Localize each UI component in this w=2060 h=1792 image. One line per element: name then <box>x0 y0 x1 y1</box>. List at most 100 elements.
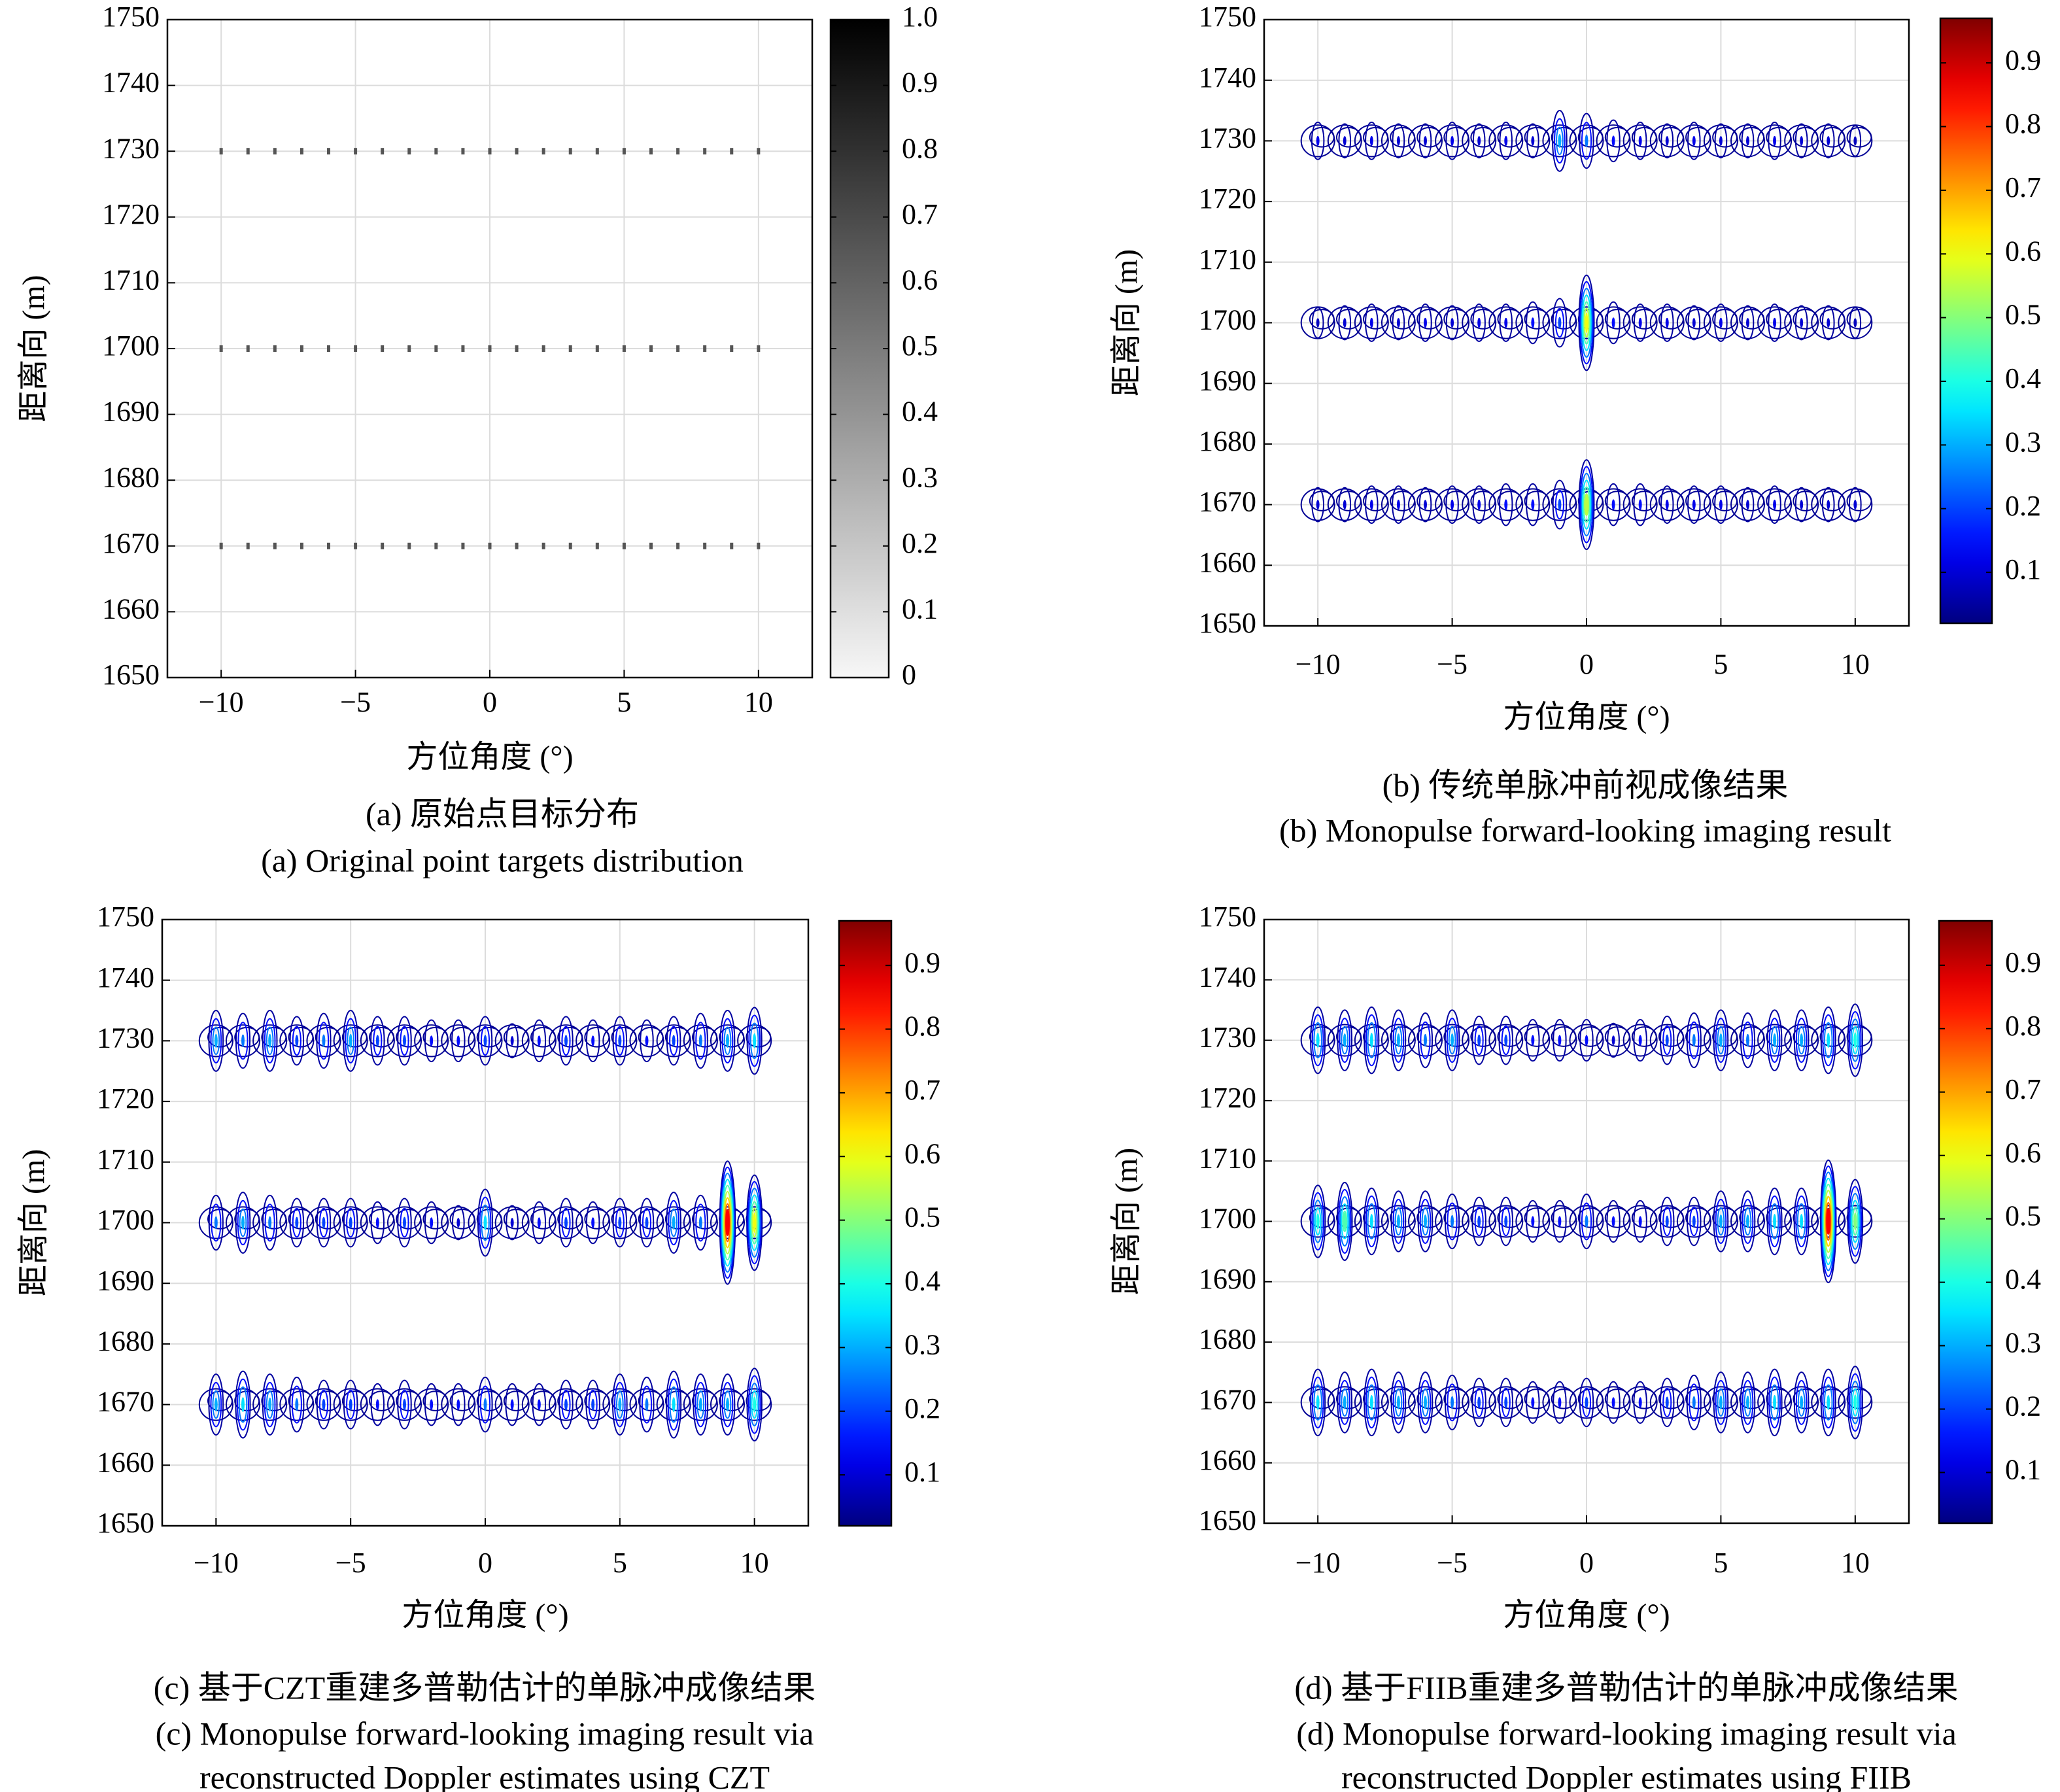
contour-ring <box>1849 1010 1862 1070</box>
y-tick-label: 1660 <box>1199 1444 1256 1476</box>
contour-peak <box>1746 1033 1749 1047</box>
point-target <box>246 148 250 155</box>
contour-band <box>1569 1024 1604 1057</box>
contour-ring <box>346 1207 356 1238</box>
contour-ring <box>1417 1190 1433 1252</box>
contour-peak <box>1316 1395 1320 1410</box>
contour-ring <box>343 1009 359 1072</box>
contour-ring <box>1311 1014 1324 1067</box>
contour-band <box>1381 1386 1416 1419</box>
contour-peak <box>1827 1033 1830 1048</box>
contour-band <box>360 1024 395 1058</box>
subplot: −10 −5 0 5 10 1650 1660 1670 1680 1690 1700 1710 172… <box>16 901 940 1792</box>
contour-ring <box>1766 1009 1783 1071</box>
contour-peak <box>1504 135 1508 146</box>
contour-ring <box>1338 487 1352 523</box>
contour-peak <box>564 1216 568 1229</box>
contour-band <box>1515 1205 1551 1238</box>
contour-band <box>1327 306 1362 339</box>
contour-ring <box>1553 1381 1567 1424</box>
contour-peak <box>1853 1394 1857 1411</box>
contour-ring <box>1793 1371 1810 1434</box>
contour-band <box>1488 124 1524 158</box>
contour-ring <box>1741 487 1755 523</box>
contour-ring <box>1581 473 1592 537</box>
contour-band <box>386 1206 422 1239</box>
caption: (b) Monopulse forward-looking imaging re… <box>1279 812 1891 848</box>
y-tick-label: 1670 <box>1199 486 1256 518</box>
contour-ring <box>343 1198 358 1248</box>
contour-peak <box>1477 500 1481 510</box>
contour-peak <box>1692 135 1696 146</box>
colorbar-tick-label: 0.2 <box>2005 1390 2041 1422</box>
contour-ring <box>1390 1190 1407 1252</box>
contour-band <box>1515 1024 1551 1057</box>
contour-ring <box>239 1208 247 1237</box>
contour-peak <box>1316 500 1320 509</box>
contour-peak <box>1773 135 1777 146</box>
contour-band <box>1703 1386 1738 1419</box>
contour-ring <box>723 1197 732 1249</box>
contour-peak <box>1396 1395 1400 1409</box>
contour-peak <box>1800 500 1804 509</box>
contour-peak <box>1746 1214 1749 1229</box>
x-axis-label: 方位角度 (°) <box>1503 1598 1670 1632</box>
contour-ring <box>292 1207 301 1238</box>
point-target <box>219 345 223 352</box>
contour-ring <box>347 1026 355 1056</box>
contour-peak <box>483 1035 487 1047</box>
contour-ring <box>749 1383 760 1426</box>
point-target <box>703 542 707 549</box>
contour-ring <box>751 1207 758 1238</box>
contour-band <box>1757 1386 1793 1419</box>
contour-peak <box>1451 1033 1454 1048</box>
contour-peak <box>483 1215 487 1230</box>
x-tick-label: 0 <box>1579 648 1594 680</box>
contour-peak <box>1638 135 1642 146</box>
contour-band <box>1703 1024 1738 1057</box>
caption: (d) 基于FIIB重建多普勒估计的单脉冲成像结果 <box>1294 1669 1958 1706</box>
contour-ring <box>1392 305 1405 341</box>
contour-ring <box>477 1188 494 1257</box>
contour-ring <box>451 1383 466 1426</box>
contour-ring <box>1689 1206 1699 1237</box>
contour-ring <box>746 1007 763 1075</box>
contour-peak <box>1692 1396 1696 1409</box>
contour-ring <box>585 1019 600 1063</box>
contour-peak <box>1746 136 1749 146</box>
contour-ring <box>477 1016 493 1066</box>
contour-peak <box>1477 1396 1481 1409</box>
contour-ring <box>615 1025 625 1056</box>
contour-ring <box>1823 1190 1833 1253</box>
contour-ring <box>1579 112 1594 169</box>
contour-band <box>1757 124 1793 158</box>
contour-band <box>1354 1386 1389 1419</box>
contour-ring <box>695 1022 706 1060</box>
y-tick-label: 1660 <box>102 593 160 625</box>
contour-ring <box>1310 1006 1326 1075</box>
contour-peak <box>214 1216 218 1230</box>
contour-band <box>530 1209 557 1230</box>
contour-peak <box>1827 500 1830 509</box>
contour-band <box>503 1390 529 1411</box>
contour-band <box>656 1388 691 1421</box>
contour-band <box>252 1206 288 1239</box>
colorbar-tick-label: 0.7 <box>902 198 938 230</box>
contour-peak <box>1343 1213 1347 1230</box>
contour-ring <box>558 1379 574 1430</box>
contour-ring <box>1552 479 1568 530</box>
point-target <box>327 148 330 155</box>
contour-ring <box>1341 1388 1349 1417</box>
contour-ring <box>639 1198 655 1248</box>
contour-ring <box>1418 487 1432 523</box>
contour-ring <box>237 1022 249 1060</box>
contour-ring <box>1821 1165 1836 1277</box>
contour-peak <box>1692 1215 1696 1228</box>
contour-ring <box>751 1390 758 1419</box>
contour-peak <box>1424 500 1427 509</box>
contour-peak <box>1827 1395 1830 1410</box>
contour-band <box>414 1024 449 1058</box>
contour-peak <box>1424 1395 1427 1409</box>
contour-ring <box>1418 303 1432 342</box>
y-tick-label: 1740 <box>97 961 154 993</box>
